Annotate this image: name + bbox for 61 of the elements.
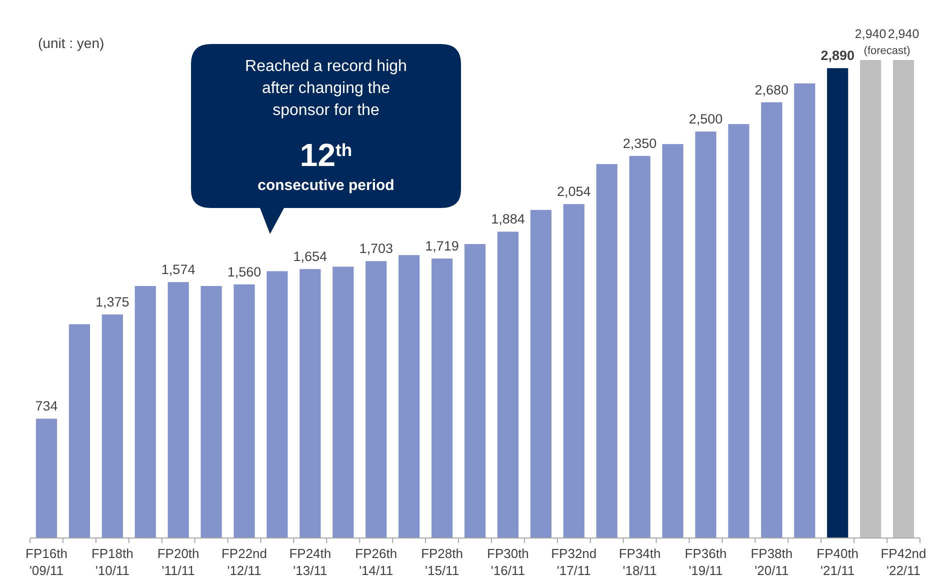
annotation: Reached a record high after changing the sponsor for the — [245, 58, 407, 119]
x-tick-label: FP36th '19/11 — [684, 546, 727, 578]
data-label: 1,719 — [425, 238, 459, 254]
bar — [530, 210, 552, 538]
bar — [36, 418, 58, 538]
bar — [662, 144, 684, 538]
bar — [563, 204, 584, 538]
bar — [332, 266, 354, 538]
data-label: 2,940 — [888, 27, 920, 41]
data-label: 2,940 — [854, 27, 886, 41]
bar — [366, 261, 387, 538]
bar — [794, 83, 816, 538]
annotation: consecutive period — [258, 177, 394, 194]
x-tick-label: FP42nd '22/11 — [880, 546, 926, 578]
data-label: 1,884 — [491, 212, 526, 227]
x-tick-label: FP28th '15/11 — [421, 546, 463, 578]
data-label: 1,375 — [96, 294, 130, 310]
bar — [695, 132, 716, 538]
data-label: 1,703 — [359, 241, 394, 256]
bar — [68, 324, 90, 538]
bar — [431, 258, 453, 538]
x-tick-label: FP32nd '17/11 — [551, 546, 597, 578]
bar — [629, 156, 650, 538]
data-label: 1,560 — [227, 264, 262, 280]
x-tick-label: FP34th '18/11 — [618, 546, 661, 578]
x-tick-label: FP30th '16/11 — [487, 546, 529, 578]
bar — [234, 284, 255, 538]
x-tick-label: FP20th '11/11 — [157, 546, 200, 578]
bar — [168, 282, 189, 538]
bar — [596, 164, 618, 538]
data-label: 2,500 — [688, 112, 723, 127]
bar — [200, 286, 222, 538]
x-tick-label: FP40th '21/11 — [816, 546, 859, 578]
bar — [102, 314, 123, 538]
data-label: 734 — [35, 398, 58, 414]
bar — [761, 102, 782, 538]
data-label: 2,680 — [754, 82, 789, 98]
x-tick-label: FP38th '20/11 — [750, 546, 793, 578]
bar — [860, 60, 882, 538]
bar — [464, 244, 486, 538]
bar — [300, 269, 321, 538]
data-label: 1,654 — [293, 249, 328, 264]
bar — [827, 68, 848, 538]
x-tick-label: FP26th '14/11 — [355, 546, 398, 578]
bar — [728, 124, 750, 538]
data-label: 2,890 — [820, 48, 854, 64]
x-tick-label: FP22nd '12/11 — [221, 546, 268, 578]
bar — [398, 255, 420, 538]
bar — [497, 232, 519, 538]
bar — [266, 271, 288, 538]
data-label: 2,350 — [622, 136, 657, 151]
annotation: 12$^{th}$ — [300, 137, 352, 173]
bar — [892, 60, 914, 538]
text: (forecast) — [864, 45, 910, 57]
data-label: 2,054 — [556, 184, 592, 200]
text: (unit : yen) — [38, 35, 104, 51]
x-tick-label: FP24th '13/11 — [289, 546, 332, 578]
data-label: 1,574 — [161, 262, 196, 278]
bar — [134, 286, 156, 538]
x-tick-label: FP18th '10/11 — [91, 546, 134, 578]
x-tick-label: FP16th '09/11 — [26, 546, 68, 578]
